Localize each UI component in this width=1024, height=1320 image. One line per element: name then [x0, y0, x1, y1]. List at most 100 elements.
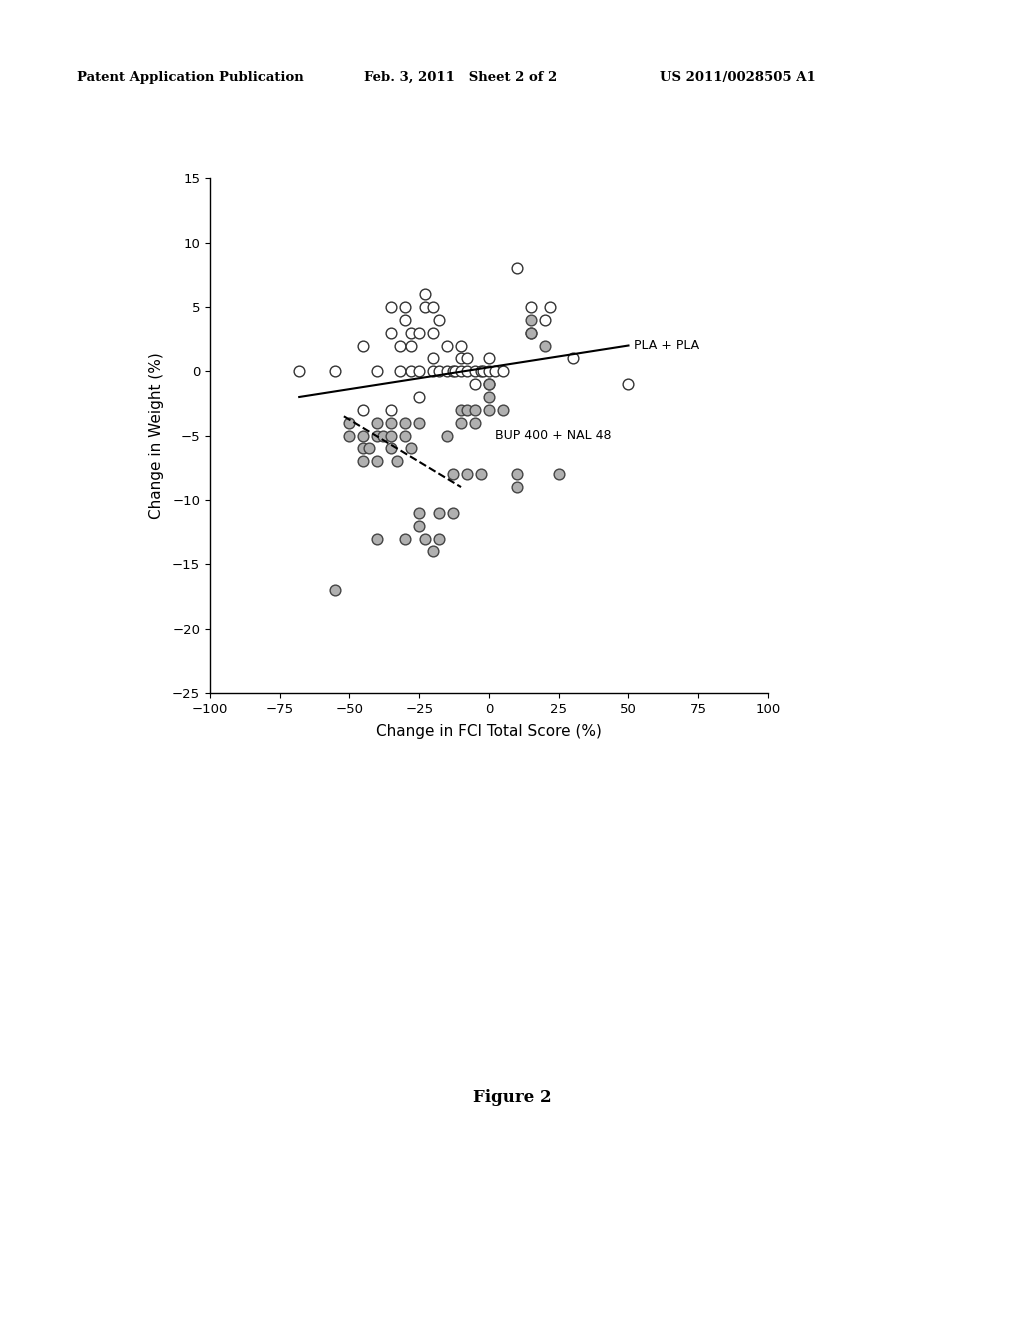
Point — [495, 360, 511, 381]
Point — [402, 322, 419, 343]
Point — [355, 335, 372, 356]
Point — [402, 438, 419, 459]
Point — [459, 463, 475, 484]
Point — [481, 399, 498, 420]
Point — [383, 438, 399, 459]
Point — [411, 515, 427, 536]
Point — [495, 399, 511, 420]
Text: PLA + PLA: PLA + PLA — [634, 339, 699, 352]
Point — [509, 463, 525, 484]
Point — [481, 374, 498, 395]
Point — [509, 477, 525, 498]
Point — [370, 451, 386, 473]
Point — [486, 360, 503, 381]
Point — [355, 425, 372, 446]
Point — [383, 425, 399, 446]
Point — [425, 347, 441, 368]
Point — [467, 399, 483, 420]
Point — [467, 374, 483, 395]
Point — [481, 374, 498, 395]
Point — [481, 387, 498, 408]
Point — [411, 322, 427, 343]
Point — [370, 425, 386, 446]
Point — [472, 360, 488, 381]
Point — [509, 257, 525, 279]
Point — [447, 360, 464, 381]
Point — [397, 528, 414, 549]
Point — [370, 360, 386, 381]
Point — [402, 360, 419, 381]
Point — [328, 579, 344, 601]
Point — [402, 335, 419, 356]
Point — [430, 528, 446, 549]
Point — [439, 360, 456, 381]
Point — [453, 412, 469, 433]
Point — [551, 463, 567, 484]
Point — [522, 296, 539, 317]
Point — [425, 360, 441, 381]
Point — [397, 296, 414, 317]
Point — [355, 399, 372, 420]
Point — [459, 347, 475, 368]
Point — [425, 541, 441, 562]
Point — [375, 425, 391, 446]
Point — [481, 360, 498, 381]
Point — [430, 502, 446, 523]
Point — [411, 412, 427, 433]
Point — [537, 309, 553, 330]
Point — [397, 412, 414, 433]
Text: BUP 400 + NAL 48: BUP 400 + NAL 48 — [495, 429, 611, 442]
Point — [360, 438, 377, 459]
Point — [444, 502, 461, 523]
Point — [621, 374, 637, 395]
Point — [475, 360, 492, 381]
Point — [355, 451, 372, 473]
Point — [391, 335, 408, 356]
Point — [411, 502, 427, 523]
Point — [383, 412, 399, 433]
Point — [397, 309, 414, 330]
Point — [481, 347, 498, 368]
Point — [537, 335, 553, 356]
Point — [397, 425, 414, 446]
Point — [370, 528, 386, 549]
Point — [444, 360, 461, 381]
Point — [444, 463, 461, 484]
Point — [522, 322, 539, 343]
Point — [425, 296, 441, 317]
Point — [417, 296, 433, 317]
Point — [328, 360, 344, 381]
Point — [370, 412, 386, 433]
Point — [467, 412, 483, 433]
Point — [439, 425, 456, 446]
Point — [411, 387, 427, 408]
Text: US 2011/0028505 A1: US 2011/0028505 A1 — [660, 71, 816, 84]
Point — [459, 360, 475, 381]
Point — [467, 360, 483, 381]
Point — [383, 296, 399, 317]
Point — [522, 309, 539, 330]
Point — [391, 360, 408, 381]
Point — [430, 309, 446, 330]
Point — [453, 347, 469, 368]
Point — [425, 322, 441, 343]
Point — [417, 284, 433, 305]
Text: Figure 2: Figure 2 — [473, 1089, 551, 1106]
Point — [439, 335, 456, 356]
Point — [542, 296, 558, 317]
Point — [341, 412, 357, 433]
Point — [341, 425, 357, 446]
Point — [522, 322, 539, 343]
Point — [453, 360, 469, 381]
Point — [383, 322, 399, 343]
Point — [472, 463, 488, 484]
Point — [411, 360, 427, 381]
Point — [417, 528, 433, 549]
Point — [453, 399, 469, 420]
Y-axis label: Change in Weight (%): Change in Weight (%) — [148, 352, 164, 519]
Point — [383, 399, 399, 420]
Text: Feb. 3, 2011   Sheet 2 of 2: Feb. 3, 2011 Sheet 2 of 2 — [364, 71, 557, 84]
Point — [564, 347, 581, 368]
Point — [430, 360, 446, 381]
Point — [459, 399, 475, 420]
